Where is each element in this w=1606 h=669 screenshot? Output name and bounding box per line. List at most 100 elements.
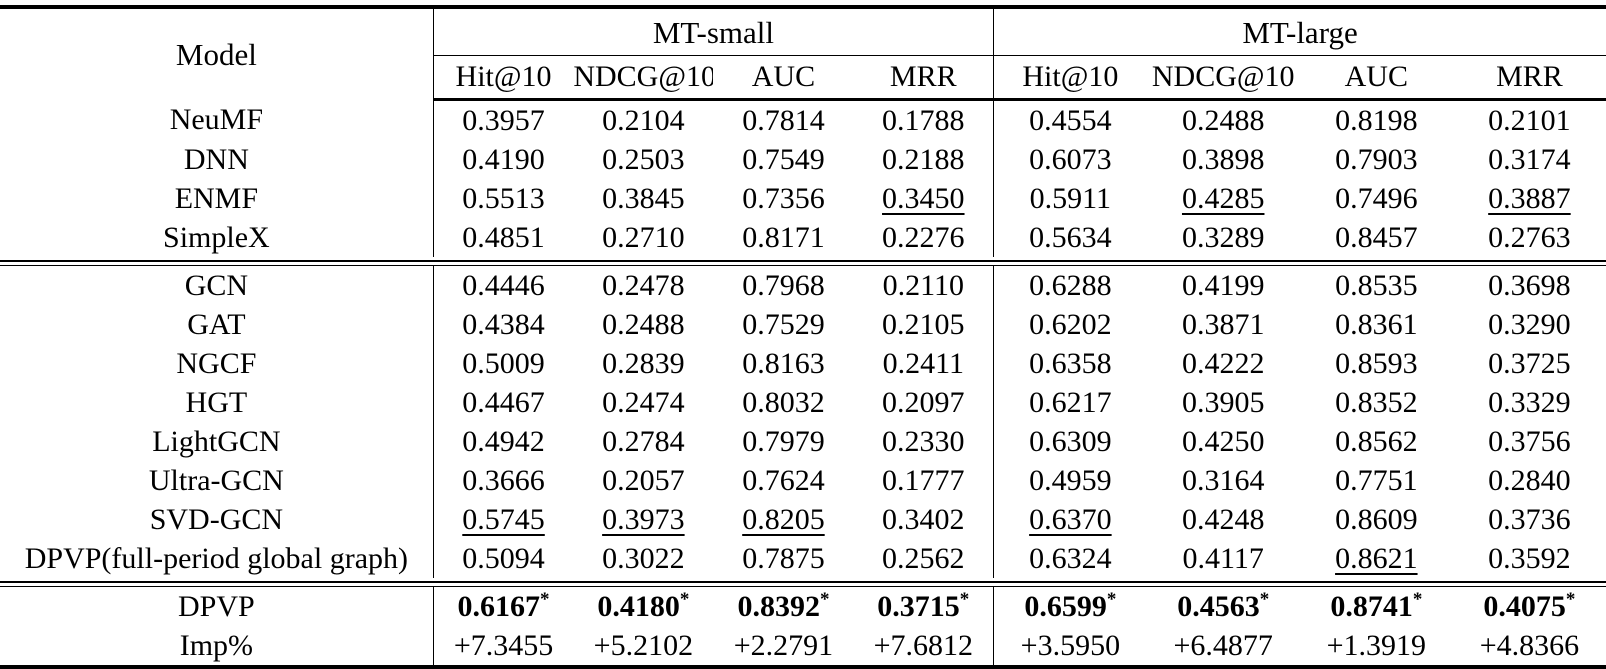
- group-header-mt-large: MT-large: [993, 7, 1606, 56]
- metric-cell: 0.8361: [1300, 305, 1453, 344]
- metric-value: 0.2839: [602, 346, 685, 380]
- metric-cell: 0.6167*: [432, 587, 574, 626]
- metric-value: 0.3164: [1181, 463, 1265, 497]
- metric-value: 0.4554: [1029, 103, 1112, 137]
- metric-cell: +7.3455: [432, 626, 574, 667]
- metric-cell: 0.7356: [713, 179, 853, 218]
- metric-header-mt-large-hit10: Hit@10: [993, 55, 1147, 101]
- metric-value: 0.4117: [1182, 541, 1264, 575]
- metric-value: 0.4446: [462, 268, 545, 302]
- metric-value: 0.8609: [1335, 502, 1418, 536]
- metric-header-mt-small-mrr: MRR: [853, 55, 994, 101]
- metric-cell: 0.3957: [432, 99, 574, 140]
- table-header: Model MT-small MT-large Hit@10 NDCG@10 AUC…: [0, 7, 1606, 101]
- metric-value: 0.3887: [1488, 181, 1571, 215]
- metric-cell: 0.5745: [432, 500, 574, 539]
- metric-value: 0.8171: [742, 220, 825, 254]
- metric-value: 0.3871: [1181, 307, 1265, 341]
- metric-cell: 0.4190: [432, 140, 574, 179]
- metric-value: +5.2102: [593, 628, 694, 662]
- metric-cell: 0.2474: [573, 383, 713, 422]
- metric-value: 0.2411: [882, 346, 964, 380]
- metric-value: +7.3455: [453, 628, 554, 662]
- metric-value: 0.6324: [1029, 541, 1112, 575]
- metric-cell: 0.6288: [993, 266, 1147, 305]
- metric-value: 0.4851: [462, 220, 545, 254]
- metric-value: 0.2840: [1488, 463, 1571, 497]
- table-row: SVD-GCN 0.5745 0.3973 0.8205 0.3402 0.6370 0.4…: [0, 500, 1606, 539]
- table-row: DPVP(full-period global graph) 0.5094 0.30…: [0, 539, 1606, 578]
- metric-value: 0.7751: [1335, 463, 1418, 497]
- model-cell: HGT: [185, 385, 248, 419]
- metric-cell: 0.3845: [573, 179, 713, 218]
- metric-value: 0.2276: [882, 220, 965, 254]
- metric-value: 0.6599: [1024, 589, 1107, 623]
- metric-cell: 0.4180*: [573, 587, 713, 626]
- metric-value: 0.6288: [1029, 268, 1112, 302]
- metric-value: 0.3329: [1488, 385, 1571, 419]
- metric-value: 0.4180: [597, 589, 680, 623]
- metric-value: 0.3290: [1488, 307, 1571, 341]
- metric-cell: 0.3973: [573, 500, 713, 539]
- metric-value: 0.2097: [882, 385, 965, 419]
- metric-cell: 0.6370: [993, 500, 1147, 539]
- metric-cell: 0.2276: [853, 218, 993, 257]
- metric-cell: 0.3022: [573, 539, 713, 578]
- metric-value: 0.8741: [1330, 589, 1413, 623]
- metric-cell: 0.3871: [1147, 305, 1300, 344]
- table-row: DNN 0.4190 0.2503 0.7549 0.2188 0.6073 0.3898 0…: [0, 140, 1606, 179]
- metric-cell: 0.8163: [713, 344, 853, 383]
- metric-cell: 0.8741*: [1300, 587, 1453, 626]
- metric-cell: 0.6073: [993, 140, 1147, 179]
- metric-value: 0.3450: [882, 181, 965, 215]
- metric-cell: 0.3174: [1453, 140, 1606, 179]
- significance-star: *: [679, 588, 690, 610]
- metric-value: 0.4075: [1483, 589, 1566, 623]
- metric-cell: 0.8535: [1300, 266, 1453, 305]
- metric-cell: 0.8032: [713, 383, 853, 422]
- metric-cell: +2.2791: [713, 626, 853, 667]
- metric-value: 0.7529: [742, 307, 825, 341]
- metric-value: 0.8621: [1335, 541, 1418, 575]
- metric-value: 0.2101: [1488, 103, 1571, 137]
- metric-cell: 0.4446: [432, 266, 574, 305]
- metric-value: 0.7979: [742, 424, 825, 458]
- metric-value: 0.2478: [602, 268, 685, 302]
- metric-value: 0.2763: [1488, 220, 1571, 254]
- metric-value: 0.4285: [1181, 181, 1265, 215]
- metric-cell: 0.2763: [1453, 218, 1606, 257]
- table-row: NGCF 0.5009 0.2839 0.8163 0.2411 0.6358 0.4222…: [0, 344, 1606, 383]
- metric-value: +1.3919: [1326, 628, 1427, 662]
- metric-cell: 0.2188: [853, 140, 993, 179]
- table-row: ENMF 0.5513 0.3845 0.7356 0.3450 0.5911 0.4285…: [0, 179, 1606, 218]
- group-header-mt-small: MT-small: [432, 7, 994, 56]
- metric-value: 0.6167: [457, 589, 541, 623]
- metric-value: 0.8032: [742, 385, 825, 419]
- metric-cell: 0.7968: [713, 266, 853, 305]
- metric-value: 0.5009: [462, 346, 545, 380]
- metric-cell: 0.4199: [1147, 266, 1300, 305]
- metric-value: 0.3402: [882, 502, 965, 536]
- metric-value: 0.8163: [742, 346, 825, 380]
- metric-cell: 0.7751: [1300, 461, 1453, 500]
- metric-value: 0.4222: [1181, 346, 1265, 380]
- metric-header-mt-small-hit10: Hit@10: [432, 55, 574, 101]
- metric-value: 0.8593: [1335, 346, 1418, 380]
- model-cell: Imp%: [179, 628, 254, 662]
- metric-value: 0.2488: [602, 307, 685, 341]
- metric-value: 0.2784: [602, 424, 685, 458]
- metric-cell: 0.2839: [573, 344, 713, 383]
- metric-value: 0.4942: [462, 424, 545, 458]
- metric-value: 0.4384: [462, 307, 545, 341]
- metric-cell: 0.4942: [432, 422, 574, 461]
- metric-value: 0.3898: [1181, 142, 1265, 176]
- significance-star: *: [1259, 588, 1270, 610]
- metric-cell: 0.6599*: [993, 587, 1147, 626]
- metric-value: 0.4959: [1029, 463, 1112, 497]
- metric-value: 0.2105: [882, 307, 965, 341]
- metric-value: 0.6309: [1029, 424, 1112, 458]
- double-rule: [0, 581, 1606, 587]
- metric-cell: 0.4851: [432, 218, 574, 257]
- metric-value: 0.3725: [1488, 346, 1571, 380]
- metric-cell: 0.5009: [432, 344, 574, 383]
